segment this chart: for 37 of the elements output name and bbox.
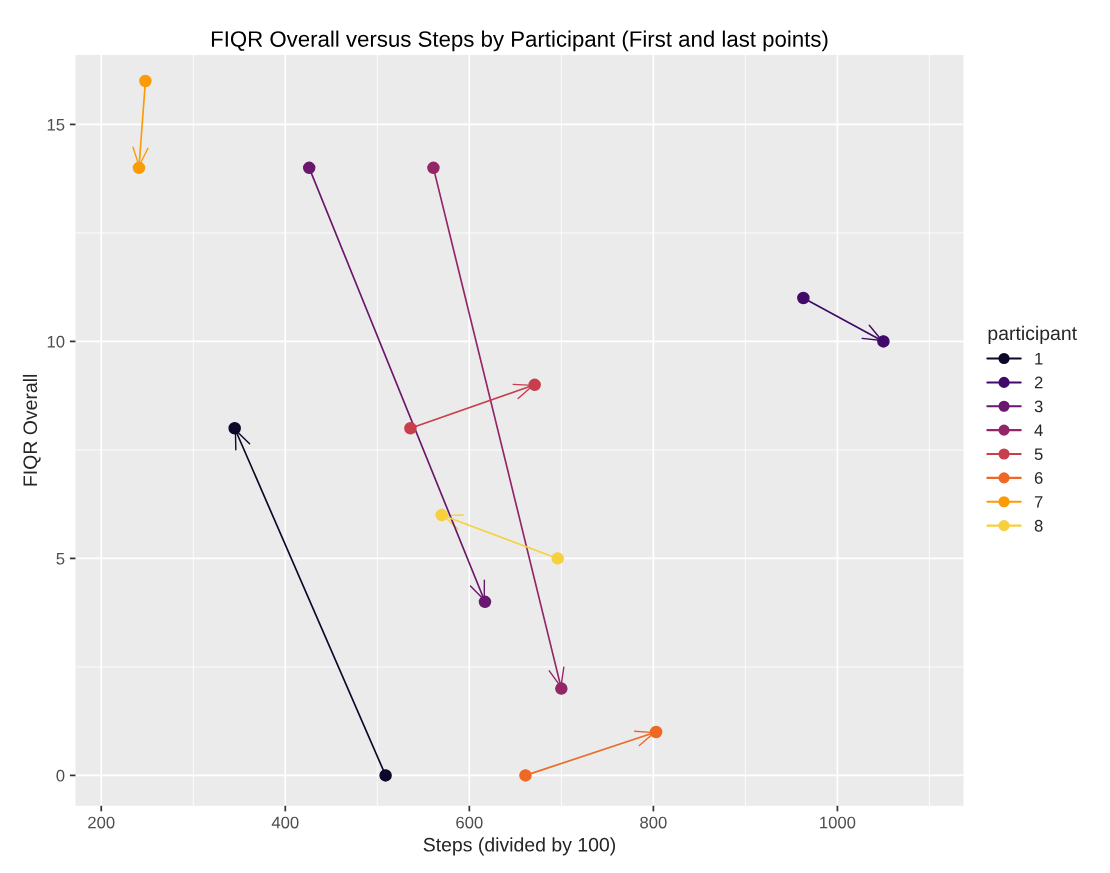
y-tick-label: 10: [47, 335, 65, 348]
point: [132, 161, 146, 175]
x-tick-label: 1000: [820, 816, 856, 829]
point: [649, 725, 663, 739]
y-axis-title: FIQR Overall: [22, 374, 41, 486]
point: [478, 595, 492, 609]
legend-label: 2: [1034, 376, 1043, 389]
point: [435, 508, 448, 522]
point: [139, 74, 152, 88]
legend-label: 7: [1034, 496, 1043, 508]
x-tick-label: 800: [640, 816, 667, 829]
point: [519, 769, 532, 782]
x-tick-label: 600: [456, 816, 483, 829]
x-axis-title: Steps (divided by 100): [423, 837, 616, 856]
legend-label: 3: [1034, 400, 1043, 413]
point: [302, 161, 316, 175]
point: [877, 335, 890, 348]
point: [404, 421, 417, 435]
point: [228, 421, 241, 435]
legend-title: participant: [988, 325, 1077, 344]
chart-title: FIQR Overall versus Steps by Participant (First and last points): [211, 30, 828, 52]
legend-label: 5: [1034, 448, 1043, 461]
x-tick-label: 200: [88, 816, 115, 829]
y-tick-label: 5: [56, 552, 65, 565]
point: [528, 378, 541, 392]
point: [427, 161, 440, 175]
point: [797, 291, 810, 305]
legend-label: 8: [1034, 519, 1043, 532]
y-tick-label: 0: [56, 769, 65, 782]
point: [551, 552, 564, 565]
point: [555, 682, 568, 695]
legend-label: 1: [1035, 352, 1043, 365]
y-tick-label: 15: [47, 119, 65, 131]
x-tick-label: 400: [271, 816, 299, 829]
legend-label: 6: [1034, 472, 1043, 484]
point: [379, 769, 392, 782]
legend-label: 4: [1034, 424, 1043, 436]
